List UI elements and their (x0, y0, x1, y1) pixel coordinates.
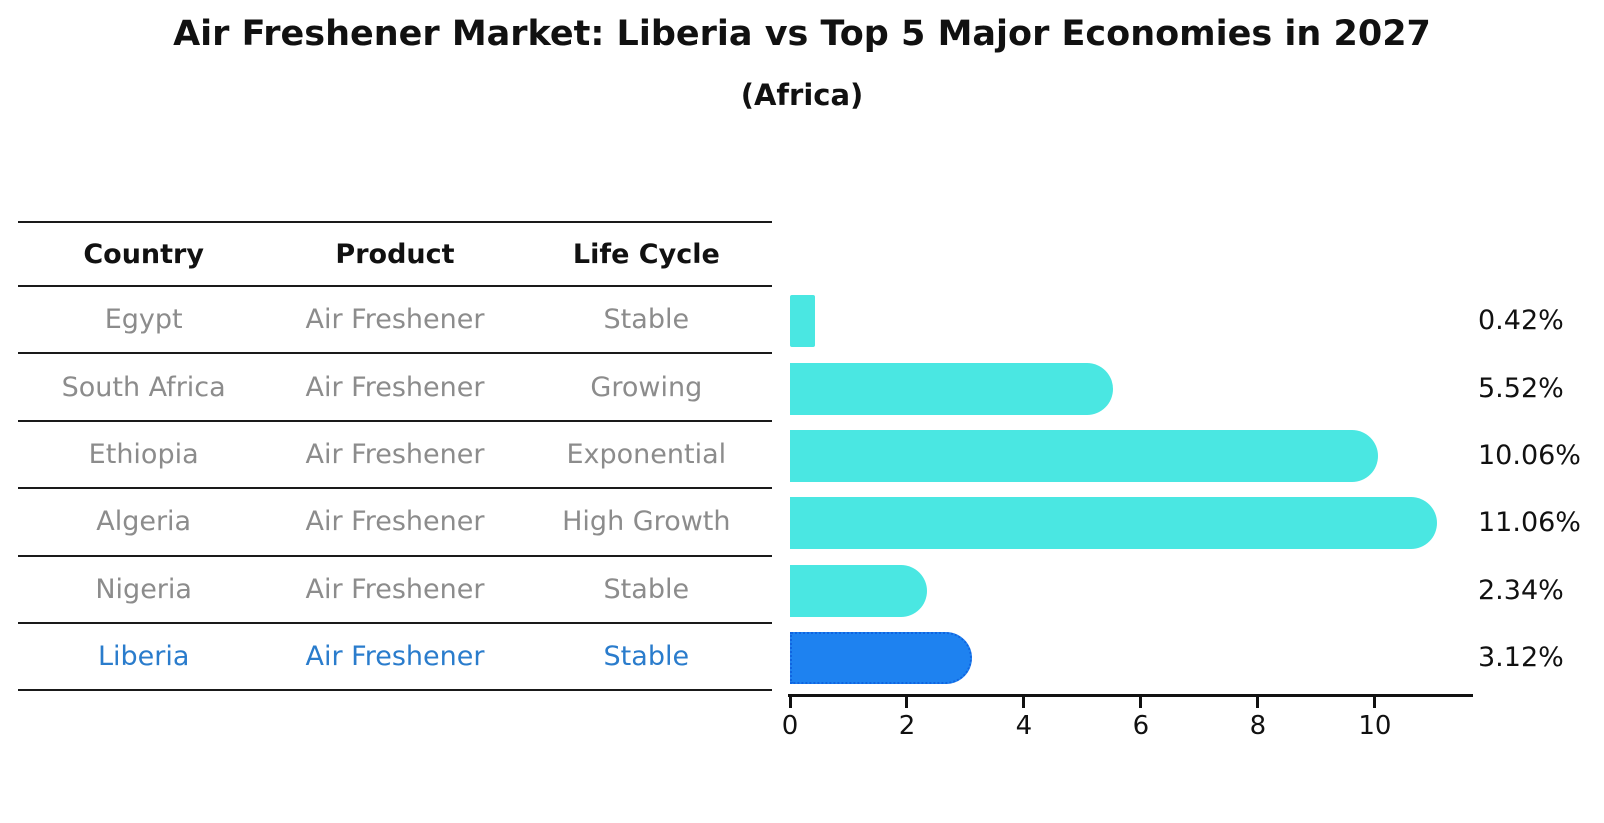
cell-country: South Africa (61, 371, 226, 403)
table-row-algeria: Algeria Air Freshener High Growth (18, 489, 772, 557)
x-tick-mark-4 (1022, 694, 1026, 708)
cell-product: Air Freshener (305, 371, 485, 403)
chart-title: Air Freshener Market: Liberia vs Top 5 M… (173, 14, 1431, 54)
cell-product: Air Freshener (305, 641, 485, 673)
x-tick-mark-2 (905, 694, 909, 708)
value-label-ethiopia: 10.06% (1478, 440, 1581, 472)
cell-country: Egypt (104, 304, 183, 336)
table-header-country: Country (83, 238, 204, 270)
value-label-egypt: 0.42% (1478, 305, 1564, 337)
x-axis-line (788, 694, 1473, 697)
cell-country: Ethiopia (88, 438, 199, 470)
bar-nigeria (790, 564, 927, 617)
table-row-liberia: Liberia Air Freshener Stable (18, 624, 772, 692)
x-tick-mark-0 (788, 694, 792, 708)
table-row-ethiopia: Ethiopia Air Freshener Exponential (18, 422, 772, 490)
cell-life_cycle: Stable (603, 573, 690, 605)
x-tick-label-6: 6 (1132, 711, 1150, 741)
table-header-row: Country Product Life Cycle (18, 223, 772, 287)
bar-ethiopia (790, 430, 1379, 483)
cell-product: Air Freshener (305, 573, 485, 605)
bar-algeria (790, 497, 1437, 550)
bar-south-africa (790, 362, 1113, 415)
cell-life_cycle: High Growth (562, 506, 731, 538)
cell-life_cycle: Stable (603, 641, 690, 673)
x-tick-label-4: 4 (1015, 711, 1033, 741)
x-tick-mark-10 (1373, 694, 1377, 708)
x-tick-label-2: 2 (898, 711, 916, 741)
table-body: Egypt Air Freshener Stable South Africa Air … (18, 287, 772, 692)
table-header-product: Product (335, 238, 455, 270)
cell-life_cycle: Growing (590, 371, 703, 403)
cell-life_cycle: Exponential (566, 438, 727, 470)
x-tick-label-10: 10 (1358, 711, 1392, 741)
x-tick-mark-6 (1139, 694, 1143, 708)
table-header-life-cycle: Life Cycle (572, 238, 720, 270)
value-label-south-africa: 5.52% (1478, 372, 1564, 404)
value-label-nigeria: 2.34% (1478, 574, 1564, 606)
cell-country: Nigeria (95, 573, 192, 605)
cell-country: Algeria (96, 506, 192, 538)
cell-product: Air Freshener (305, 304, 485, 336)
table-row-south-africa: South Africa Air Freshener Growing (18, 354, 772, 422)
bar-egypt (790, 295, 815, 348)
table-row-nigeria: Nigeria Air Freshener Stable (18, 557, 772, 624)
table-row-egypt: Egypt Air Freshener Stable (18, 287, 772, 355)
cell-product: Air Freshener (305, 438, 485, 470)
cell-country: Liberia (97, 641, 190, 673)
value-label-liberia: 3.12% (1478, 642, 1564, 674)
x-tick-label-0: 0 (781, 711, 799, 741)
x-tick-label-8: 8 (1249, 711, 1267, 741)
bar-liberia (790, 632, 973, 685)
country-table: Country Product Life Cycle Egypt Air Freshe… (18, 221, 772, 692)
value-label-algeria: 11.06% (1478, 507, 1581, 539)
cell-product: Air Freshener (305, 506, 485, 538)
cell-life_cycle: Stable (603, 304, 690, 336)
chart-subtitle: (Africa) (740, 78, 864, 112)
x-tick-mark-8 (1256, 694, 1260, 708)
